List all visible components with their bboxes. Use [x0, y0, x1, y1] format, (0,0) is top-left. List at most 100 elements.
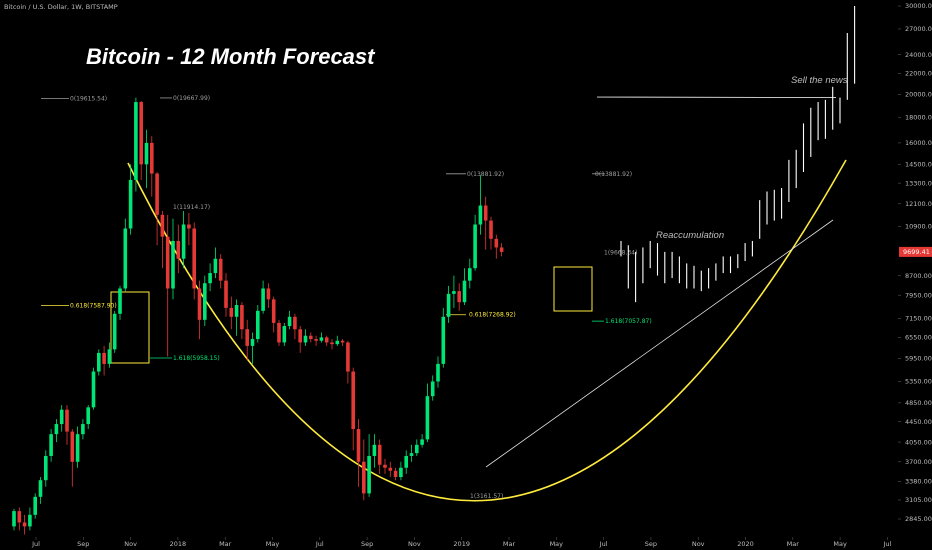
candle — [335, 335, 340, 346]
candle — [462, 268, 467, 306]
candle — [250, 332, 255, 364]
candle — [38, 477, 43, 504]
candle — [282, 322, 287, 346]
candle-body — [261, 288, 265, 311]
candle — [171, 218, 175, 300]
candle — [197, 280, 202, 340]
cup-curve-path — [127, 159, 847, 502]
candle-body — [377, 444, 382, 465]
sell-the-news-annotation: Sell the news — [791, 75, 848, 86]
candle — [91, 367, 96, 410]
time-tick-label: Sep — [361, 540, 373, 548]
candle-body — [160, 214, 165, 237]
candle — [446, 285, 451, 323]
time-tick-label: 2019 — [453, 540, 470, 548]
candle — [218, 254, 223, 289]
candle — [49, 429, 53, 462]
candle — [489, 216, 493, 250]
candle — [425, 383, 430, 443]
highlight-box — [110, 291, 150, 364]
candle — [436, 356, 440, 388]
candle — [346, 340, 350, 384]
candle — [277, 319, 281, 346]
last-price-badge — [899, 246, 932, 257]
candle-body — [165, 236, 170, 289]
candle-body — [102, 352, 106, 364]
candle-body — [75, 434, 80, 462]
time-tick-label: May — [266, 540, 280, 548]
price-tick-label: 7150.00 — [905, 315, 932, 323]
candle — [404, 450, 408, 474]
candle-body — [362, 461, 366, 494]
candle-body — [203, 283, 207, 320]
candle — [102, 345, 106, 376]
candle — [362, 439, 366, 501]
candle-body — [271, 299, 276, 323]
candle — [12, 508, 16, 531]
chart-symbol-header: Bitcoin / U.S. Dollar, 1W, BITSTAMP — [4, 3, 118, 11]
price-tick-label: 3380.00 — [905, 478, 932, 486]
candle-body — [409, 453, 414, 456]
candle-body — [54, 424, 59, 435]
candle-body — [319, 337, 324, 341]
candle — [81, 419, 85, 440]
candle — [75, 426, 80, 468]
candle — [33, 493, 37, 519]
candle — [298, 326, 302, 353]
candle — [261, 280, 265, 314]
candle — [128, 164, 133, 235]
price-tick-label: 6550.00 — [905, 334, 932, 342]
candle-body — [399, 467, 403, 478]
candle — [97, 349, 101, 376]
time-tick-label: Jul — [31, 540, 40, 548]
candle-body — [139, 102, 143, 165]
price-axis[interactable]: 30000.00 27000.00 24000.00 22000.00 20000.00… — [898, 2, 932, 523]
candle — [160, 211, 165, 269]
price-tick-label: 22000.00 — [905, 70, 932, 78]
time-axis[interactable]: Jul Sep Nov 2018 Mar May Jul Sep Nov 2019 Mar May Ju… — [31, 537, 892, 548]
candle-body — [171, 240, 175, 289]
candle-body — [181, 224, 186, 259]
candle-body — [462, 280, 467, 303]
highlight-box — [553, 266, 593, 312]
price-tick-label: 7950.00 — [905, 291, 932, 299]
candle-body — [499, 247, 504, 252]
candle-body — [218, 258, 223, 281]
time-tick-label: Jul — [882, 540, 891, 548]
candle-body — [59, 409, 64, 425]
candle-body — [436, 363, 440, 382]
candle-body — [298, 329, 302, 343]
candle — [144, 129, 149, 189]
candle — [17, 507, 22, 531]
candle — [266, 283, 271, 308]
candle-body — [128, 179, 133, 229]
candle — [59, 405, 64, 432]
candle — [499, 243, 504, 257]
candle-body — [208, 273, 212, 284]
candle — [181, 211, 186, 269]
fib-level-label: 1.618(5958.15) — [173, 355, 220, 362]
candle-body — [282, 326, 287, 343]
fib-level-label: 0(19615.54) — [70, 96, 107, 103]
candle — [409, 444, 414, 462]
candle — [303, 329, 308, 346]
candle-body — [150, 142, 154, 174]
candle-body — [240, 305, 244, 330]
candle — [483, 196, 488, 250]
candle-body — [468, 268, 472, 281]
candle — [54, 419, 59, 443]
chart-title: Bitcoin - 12 Month Forecast — [86, 44, 375, 69]
candle-body — [176, 240, 181, 259]
candle — [457, 283, 461, 311]
fib-level-label: 0(13881.92) — [595, 171, 632, 178]
candle — [176, 224, 181, 274]
candle-body — [17, 511, 22, 523]
time-tick-label: 2018 — [170, 540, 187, 548]
time-tick-label: Mar — [503, 540, 516, 548]
candle-body — [81, 424, 85, 435]
time-tick-label: Sep — [645, 540, 657, 548]
candle-body — [330, 342, 334, 345]
candle — [245, 319, 249, 361]
candle — [208, 263, 212, 292]
